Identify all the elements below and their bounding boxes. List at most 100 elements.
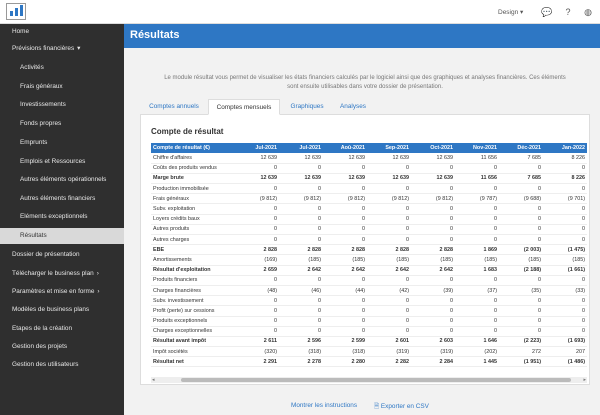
table-cell: 0: [499, 163, 543, 174]
tab-comptes-annuels[interactable]: Comptes annuels: [149, 103, 199, 110]
table-cell: 2 278: [279, 356, 323, 368]
horizontal-scrollbar[interactable]: ◂ ▸: [151, 377, 587, 383]
table-cell: 7 685: [499, 153, 543, 164]
table-row: Subv. investissement000000000: [151, 295, 587, 307]
sidebar-item-label: Télécharger le business plan: [12, 270, 94, 277]
table-row: EBE 2 828 2 828 2 828 2 828 2 828 1 869 (2 003)…: [151, 244, 587, 256]
sidebar-item[interactable]: Investissements: [0, 97, 124, 113]
table-cell: (46): [279, 285, 323, 297]
table-row: Produits financiers000000000: [151, 275, 587, 286]
show-instructions-link[interactable]: Montrer les instructions: [291, 402, 358, 409]
sidebar-item[interactable]: Fonds propres: [0, 116, 124, 132]
table-cell: 0: [499, 326, 543, 337]
chevron-icon: ▾: [77, 45, 81, 52]
tab-graphiques[interactable]: Graphiques: [290, 103, 324, 110]
row-label: Coûts des produits vendus: [151, 163, 235, 174]
sidebar-item-label: Fonds propres: [20, 120, 62, 127]
table-cell: (1 661): [543, 264, 587, 276]
row-label: EBE: [151, 244, 235, 256]
row-label: Charges financières: [151, 285, 235, 297]
sidebar-item-label: Etapes de la création: [12, 325, 73, 332]
scrollbar-thumb[interactable]: [181, 378, 571, 382]
sidebar-item[interactable]: Autres éléments financiers: [0, 191, 124, 207]
table-cell: 0: [279, 163, 323, 174]
table-cell: 12 639: [367, 153, 411, 164]
sidebar-item-label: Activités: [20, 64, 44, 71]
scroll-right-arrow-icon[interactable]: ▸: [583, 377, 586, 383]
table-cell: 8 226: [543, 172, 587, 185]
table-cell: 11 656: [455, 153, 499, 164]
row-label: Chiffre d'affaires: [151, 153, 235, 164]
table-cell: (318): [323, 346, 367, 358]
table-cell: 2 284: [411, 356, 455, 368]
table-cell: (39): [411, 285, 455, 297]
results-panel: Compte de résultat Compte de résultat (€…: [140, 115, 590, 385]
table-cell: 0: [543, 326, 587, 337]
sidebar-item[interactable]: Paramètres et mise en forme ›: [0, 284, 124, 300]
table-cell: 2 828: [323, 244, 367, 256]
panel-title: Compte de résultat: [151, 127, 224, 136]
table-cell: 207: [543, 346, 587, 358]
scroll-left-arrow-icon[interactable]: ◂: [152, 377, 155, 383]
design-menu[interactable]: Design ▾: [498, 9, 524, 16]
sidebar-item[interactable]: Eléments exceptionnels: [0, 209, 124, 225]
tab-analyses[interactable]: Analyses: [340, 103, 366, 110]
table-cell: 0: [367, 183, 411, 195]
column-header: Oct-2021: [411, 143, 455, 153]
table-header-row: Compte de résultat (€) Jul-2021 Jul-2021 Ao…: [151, 143, 587, 153]
tab-comptes-mensuels[interactable]: Comptes mensuels: [208, 99, 280, 115]
sidebar-item[interactable]: Frais généraux: [0, 79, 124, 95]
sidebar-item[interactable]: Télécharger le business plan ›: [0, 266, 124, 282]
sidebar-item[interactable]: Dossier de présentation: [0, 247, 124, 263]
help-icon[interactable]: ?: [565, 7, 571, 17]
sidebar-item[interactable]: Gestion des utilisateurs: [0, 357, 124, 373]
table-cell: (9 812): [323, 193, 367, 205]
table-cell: 2 280: [323, 356, 367, 368]
table-cell: (2 223): [499, 335, 543, 348]
globe-icon[interactable]: ◍: [584, 7, 592, 17]
sidebar-item[interactable]: Activités: [0, 60, 124, 76]
table-cell: 0: [411, 326, 455, 337]
export-csv-link[interactable]: 🗎 Exporter en CSV: [374, 402, 429, 413]
sidebar-item[interactable]: Home: [0, 24, 124, 40]
intro-text: Le module résultat vous permet de visual…: [164, 75, 566, 90]
sidebar-item[interactable]: Emprunts: [0, 135, 124, 151]
sidebar-item[interactable]: Prévisions financières ▾: [0, 41, 124, 57]
table-cell: 1 683: [455, 264, 499, 276]
sidebar-item-label: Autres éléments financiers: [20, 195, 96, 202]
table-cell: 0: [235, 234, 279, 246]
row-label: Subv. investissement: [151, 295, 235, 307]
table-cell: (9 787): [455, 193, 499, 205]
table-cell: 0: [323, 203, 367, 215]
table-cell: (44): [323, 285, 367, 297]
table-row: Coûts des produits vendus000000000: [151, 163, 587, 174]
table-cell: 2 828: [235, 244, 279, 256]
table-cell: 0: [235, 275, 279, 286]
sidebar-item-label: Emplois et Ressources: [20, 158, 86, 165]
sidebar-item[interactable]: Emplois et Ressources: [0, 154, 124, 170]
table-scroll-area[interactable]: Compte de résultat (€) Jul-2021 Jul-2021 Ao…: [151, 143, 587, 377]
table-cell: 2 603: [411, 335, 455, 348]
table-cell: 0: [279, 224, 323, 236]
table-row: Marge brute 12 639 12 639 12 639 12 639 12 63…: [151, 172, 587, 185]
table-cell: 12 639: [367, 172, 411, 185]
table-cell: 0: [499, 305, 543, 317]
table-cell: 2 596: [279, 335, 323, 348]
chevron-icon: ›: [97, 288, 100, 295]
table-cell: 0: [235, 224, 279, 236]
sidebar-item[interactable]: Autres éléments opérationnels: [0, 172, 124, 188]
table-cell: 0: [367, 316, 411, 327]
sidebar-item[interactable]: Etapes de la création: [0, 321, 124, 337]
sidebar-item[interactable]: Résultats: [0, 228, 124, 244]
table-cell: 0: [455, 203, 499, 215]
table-cell: 0: [411, 234, 455, 246]
sidebar-item[interactable]: Gestion des projets: [0, 339, 124, 355]
chat-icon[interactable]: 💬: [541, 7, 553, 17]
sidebar-item[interactable]: Modèles de business plans: [0, 302, 124, 318]
app-logo[interactable]: [6, 3, 26, 20]
table-cell: 0: [279, 203, 323, 215]
row-label: Production immobilisée: [151, 183, 235, 195]
table-cell: 0: [279, 214, 323, 225]
table-cell: 0: [455, 234, 499, 246]
table-cell: 0: [367, 203, 411, 215]
